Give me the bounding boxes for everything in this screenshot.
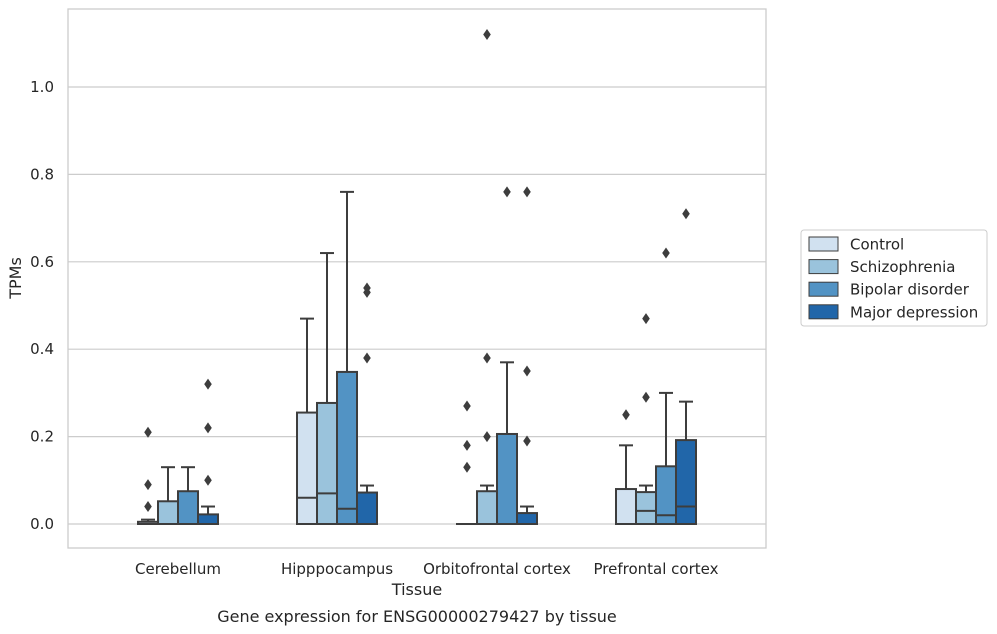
box-body <box>356 491 378 526</box>
outlier-point <box>144 479 152 491</box>
outlier-point <box>463 439 471 451</box>
outlier-point <box>363 282 371 294</box>
box <box>137 426 159 526</box>
box <box>496 186 518 525</box>
series-bipolar-disorder <box>177 186 677 526</box>
box <box>675 208 697 526</box>
outlier-point <box>144 501 152 513</box>
box-body <box>157 500 179 525</box>
box <box>476 29 498 526</box>
boxes <box>137 29 697 526</box>
y-axis-title: TPMs <box>6 257 25 300</box>
box-body <box>316 401 338 525</box>
outlier-point <box>662 247 670 259</box>
outlier-point <box>483 29 491 41</box>
outlier-point <box>204 474 212 486</box>
y-tick-label: 1.0 <box>30 78 54 96</box>
legend: Control Schizophrenia Bipolar disorder Majo… <box>800 229 988 327</box>
series-schizophrenia <box>157 29 657 526</box>
x-tick-label: Cerebellum <box>135 560 221 578</box>
outlier-point <box>463 400 471 412</box>
box <box>336 190 358 526</box>
legend-label: Schizophrenia <box>850 258 955 276</box>
legend-label: Control <box>850 236 904 254</box>
outlier-point <box>503 186 511 198</box>
outlier-point <box>204 422 212 434</box>
box <box>296 317 318 525</box>
outlier-point <box>463 461 471 473</box>
outlier-point <box>144 426 152 438</box>
outlier-point <box>483 352 491 364</box>
outlier-point <box>622 409 630 421</box>
y-tick-label: 0.8 <box>30 165 54 183</box>
box <box>615 409 637 526</box>
outlier-point <box>642 391 650 403</box>
outlier-point <box>682 208 690 220</box>
y-tick-label: 0.4 <box>30 340 54 358</box>
series-major-depression <box>197 186 697 526</box>
box-body <box>336 370 358 526</box>
x-tick-labels: Cerebellum Hipppocampus Orbitofrontal cort… <box>135 560 719 578</box>
box-body <box>476 490 498 526</box>
y-tick-label: 0.6 <box>30 253 54 271</box>
series-control <box>137 317 637 526</box>
y-tick-label: 0.0 <box>30 515 54 533</box>
box-body <box>177 490 199 526</box>
box <box>356 282 378 526</box>
box-body <box>615 488 637 526</box>
box <box>177 466 199 526</box>
legend-label: Bipolar disorder <box>850 281 970 299</box>
legend-swatch <box>808 304 839 320</box>
box-body <box>635 491 657 525</box>
x-axis-title: Tissue <box>391 580 442 599</box>
x-tick-label: Prefrontal cortex <box>594 560 719 578</box>
outlier-point <box>642 313 650 325</box>
outlier-point <box>363 352 371 364</box>
plot-background <box>68 9 766 548</box>
box-body <box>675 439 697 526</box>
box <box>197 378 219 525</box>
legend-swatch <box>808 281 839 297</box>
box <box>516 186 538 526</box>
legend-swatch <box>808 259 839 275</box>
outlier-point <box>523 186 531 198</box>
outlier-point <box>204 378 212 390</box>
outlier-point <box>523 435 531 447</box>
legend-swatch <box>808 236 839 252</box>
y-tick-labels: 0.0 0.2 0.4 0.6 0.8 1.0 <box>30 78 54 533</box>
x-tick-label: Orbitofrontal cortex <box>423 560 571 578</box>
plot-frame <box>67 8 767 549</box>
legend-label: Major depression <box>850 303 978 321</box>
figure-caption: Gene expression for ENSG00000279427 by t… <box>217 607 617 626</box>
box-body <box>197 513 219 525</box>
box-body <box>496 432 518 525</box>
y-tick-label: 0.2 <box>30 428 54 446</box>
outlier-point <box>523 365 531 377</box>
x-tick-label: Hipppocampus <box>281 560 393 578</box>
outlier-point <box>483 431 491 443</box>
box-body <box>516 512 538 526</box>
box-body <box>296 411 318 525</box>
legend-frame <box>800 229 988 327</box>
